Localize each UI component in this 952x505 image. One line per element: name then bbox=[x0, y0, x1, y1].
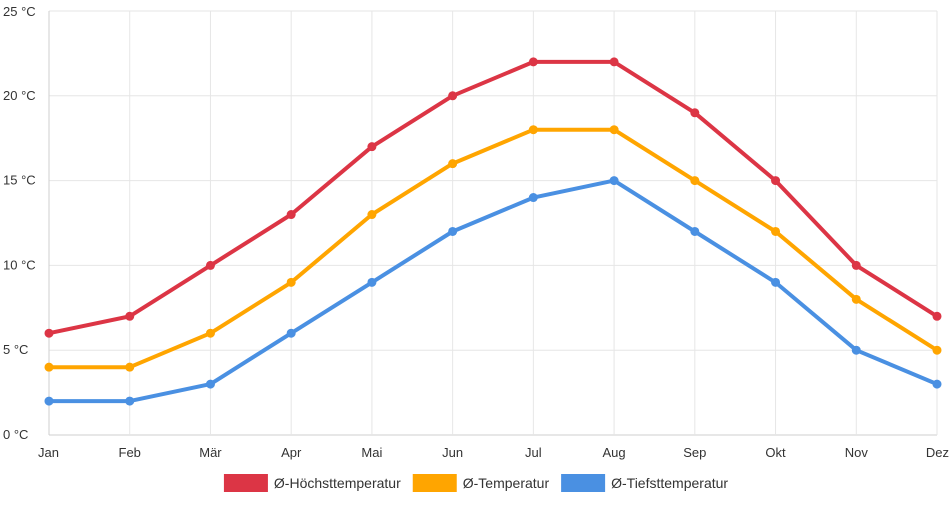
x-tick-label: Apr bbox=[281, 445, 302, 460]
series-3 bbox=[44, 176, 942, 406]
legend-label: Ø-Temperatur bbox=[463, 475, 550, 491]
y-tick-label: 25 °C bbox=[3, 4, 36, 19]
series-2 bbox=[44, 125, 942, 372]
x-tick-label: Jun bbox=[442, 445, 463, 460]
legend-item[interactable]: Ø-Temperatur bbox=[412, 474, 550, 492]
grid-layer bbox=[48, 10, 938, 436]
data-point[interactable] bbox=[286, 328, 296, 338]
x-tick-label: Mär bbox=[199, 445, 222, 460]
data-point[interactable] bbox=[528, 125, 538, 135]
x-tick-label: Dez bbox=[926, 445, 949, 460]
series-line bbox=[47, 127, 939, 370]
data-point[interactable] bbox=[367, 277, 377, 287]
y-tick-label: 15 °C bbox=[3, 173, 36, 188]
data-point[interactable] bbox=[125, 311, 135, 321]
data-point[interactable] bbox=[286, 277, 296, 287]
x-tick-label: Feb bbox=[119, 445, 141, 460]
legend-label: Ø-Höchsttemperatur bbox=[274, 475, 401, 491]
data-point[interactable] bbox=[690, 226, 700, 236]
x-tick-label: Mai bbox=[361, 445, 382, 460]
data-point[interactable] bbox=[690, 176, 700, 186]
legend-swatch bbox=[223, 474, 268, 492]
legend-label: Ø-Tiefsttemperatur bbox=[611, 475, 728, 491]
data-point[interactable] bbox=[125, 396, 135, 406]
data-point[interactable] bbox=[609, 176, 619, 186]
data-point[interactable] bbox=[851, 345, 861, 355]
series-layer bbox=[44, 57, 942, 406]
data-point[interactable] bbox=[44, 328, 54, 338]
data-point[interactable] bbox=[448, 226, 458, 236]
data-point[interactable] bbox=[125, 362, 135, 372]
data-point[interactable] bbox=[932, 345, 942, 355]
data-point[interactable] bbox=[932, 311, 942, 321]
data-point[interactable] bbox=[205, 260, 215, 270]
x-tick-label: Jan bbox=[38, 445, 59, 460]
data-point[interactable] bbox=[690, 108, 700, 118]
legend-item[interactable]: Ø-Tiefsttemperatur bbox=[561, 474, 728, 492]
legend-swatch bbox=[412, 474, 457, 492]
data-point[interactable] bbox=[771, 176, 781, 186]
y-tick-label: 10 °C bbox=[3, 257, 36, 272]
y-tick-label: 20 °C bbox=[3, 88, 36, 103]
data-point[interactable] bbox=[205, 328, 215, 338]
data-point[interactable] bbox=[609, 125, 619, 135]
y-tick-label: 0 °C bbox=[3, 427, 28, 442]
series-1 bbox=[44, 57, 942, 338]
data-point[interactable] bbox=[932, 379, 942, 389]
x-tick-label: Aug bbox=[603, 445, 626, 460]
data-point[interactable] bbox=[205, 379, 215, 389]
x-tick-label: Jul bbox=[525, 445, 542, 460]
data-point[interactable] bbox=[44, 396, 54, 406]
data-point[interactable] bbox=[851, 260, 861, 270]
data-point[interactable] bbox=[448, 159, 458, 169]
data-point[interactable] bbox=[528, 193, 538, 203]
legend: Ø-Höchsttemperatur Ø-Temperatur Ø-Tiefstte… bbox=[223, 474, 728, 492]
series-line bbox=[47, 178, 939, 404]
y-tick-label: 5 °C bbox=[3, 342, 28, 357]
x-tick-label: Nov bbox=[845, 445, 869, 460]
x-tick-label: Okt bbox=[765, 445, 786, 460]
data-point[interactable] bbox=[771, 277, 781, 287]
data-point[interactable] bbox=[448, 91, 458, 101]
data-point[interactable] bbox=[44, 362, 54, 372]
data-point[interactable] bbox=[851, 294, 861, 304]
data-point[interactable] bbox=[771, 226, 781, 236]
data-point[interactable] bbox=[609, 57, 619, 67]
data-point[interactable] bbox=[367, 142, 377, 152]
axis-layer: 0 °C 5 °C 10 °C 15 °C 20 °C 25 °C Jan Feb Mär Apr… bbox=[3, 4, 949, 460]
legend-swatch bbox=[561, 474, 606, 492]
data-point[interactable] bbox=[367, 210, 377, 220]
legend-item[interactable]: Ø-Höchsttemperatur bbox=[223, 474, 401, 492]
data-point[interactable] bbox=[528, 57, 538, 67]
x-tick-label: Sep bbox=[683, 445, 706, 460]
series-line bbox=[47, 59, 939, 336]
data-point[interactable] bbox=[286, 210, 296, 220]
